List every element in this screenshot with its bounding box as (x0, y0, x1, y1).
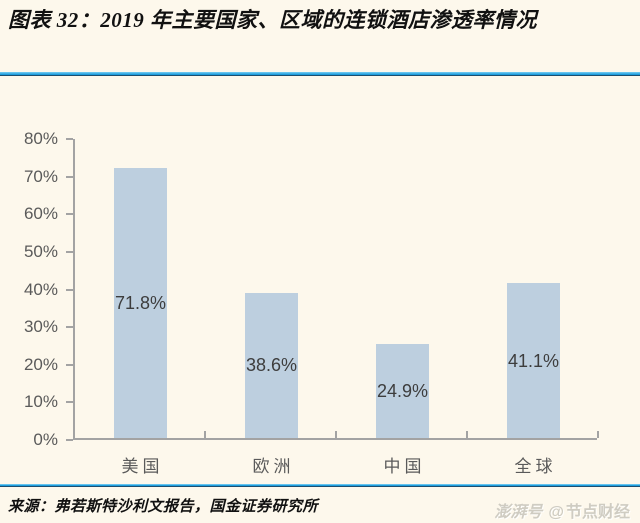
y-tick-label: 40% (23, 279, 58, 299)
category-label: 中国 (383, 457, 426, 476)
category-label: 美国 (121, 457, 164, 476)
y-tick-label: 50% (23, 241, 58, 261)
y-tick-label: 80% (23, 129, 58, 148)
x-tick-mark (466, 431, 468, 438)
y-tick-label: 20% (23, 354, 58, 374)
watermark-at-symbol: @ (548, 504, 564, 521)
y-tick-mark (66, 213, 73, 216)
category-label: 欧洲 (252, 457, 295, 476)
bottom-divider-line (0, 484, 640, 487)
category-label: 全球 (514, 457, 557, 476)
watermark-platform-label: 澎湃号 (494, 504, 543, 521)
bar: 38.6% (245, 292, 298, 438)
x-tick-mark (597, 431, 599, 438)
y-tick-label: 70% (23, 166, 58, 186)
watermark: 澎湃号 @ 节点财经 (494, 498, 630, 522)
watermark-account-label: 节点财经 (565, 504, 630, 521)
bar-value-label: 38.6% (245, 355, 298, 376)
y-tick-mark (66, 401, 73, 404)
y-tick-label: 0% (33, 430, 58, 449)
x-tick-mark (335, 431, 337, 438)
bar-value-label: 41.1% (507, 350, 560, 371)
bar: 41.1% (507, 283, 560, 438)
top-divider-line (0, 72, 640, 76)
y-tick-label: 30% (23, 317, 58, 337)
y-tick-label: 60% (23, 204, 58, 224)
y-tick-mark (66, 138, 73, 140)
bar-value-label: 24.9% (376, 381, 429, 402)
figure-title: 图表 32：2019 年主要国家、区域的连锁酒店渗透率情况 (8, 8, 537, 32)
plot-area: 71.8% 美国 38.6% 欧洲 24.9% 中国 41.1% 全球 (73, 139, 599, 476)
x-tick-mark (204, 431, 206, 438)
y-tick-mark (66, 326, 73, 329)
y-tick-mark (66, 250, 73, 253)
y-tick-mark (66, 363, 73, 366)
y-tick-mark (66, 288, 73, 291)
y-tick-label: 10% (23, 392, 58, 412)
source-note: 来源：弗若斯特沙利文报告，国金证券研究所 (8, 499, 319, 515)
y-tick-mark (66, 175, 73, 178)
y-tick-mark (66, 439, 73, 441)
bar: 71.8% (114, 167, 167, 438)
bar-value-label: 71.8% (114, 292, 167, 313)
bar: 24.9% (376, 344, 429, 438)
